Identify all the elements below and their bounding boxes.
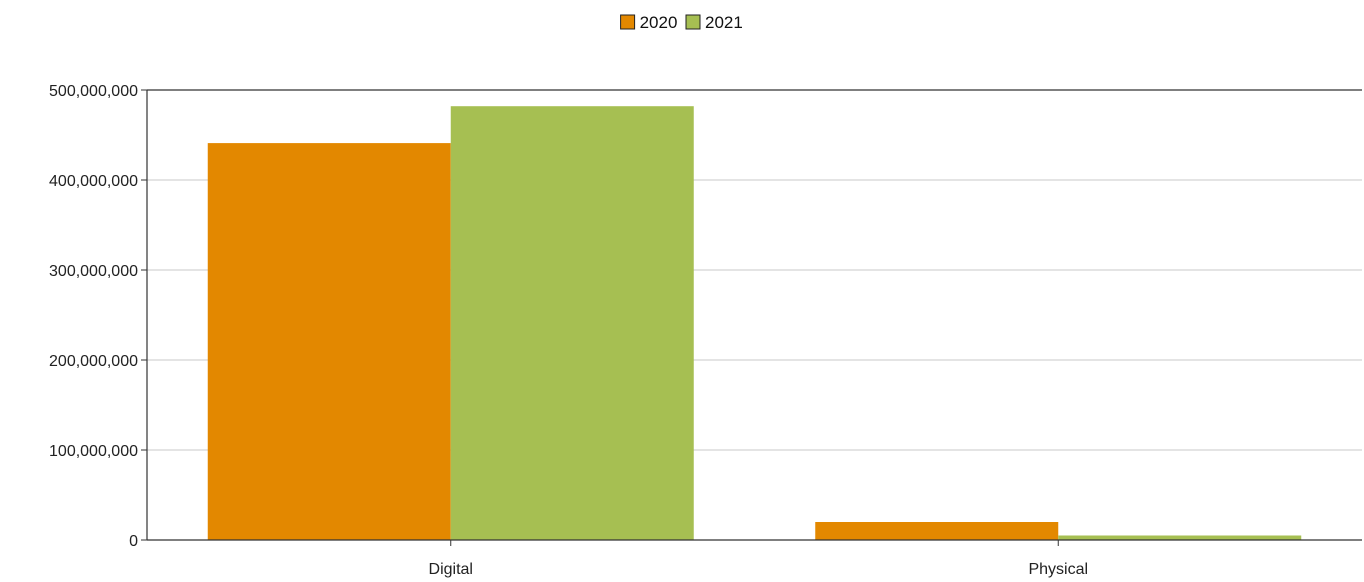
bar-physical-2021 — [1058, 535, 1302, 540]
bars — [207, 106, 1302, 540]
axes — [146, 89, 1362, 541]
legend-label-2020: 2020 — [640, 13, 678, 32]
x-tick-label: Digital — [429, 561, 473, 578]
legend-label-2021: 2021 — [705, 13, 743, 32]
bar-physical-2020 — [815, 522, 1059, 540]
legend-swatch-2021 — [685, 14, 701, 30]
y-tick-label: 300,000,000 — [49, 263, 138, 280]
x-tick-label: Physical — [1028, 561, 1088, 578]
y-tick-label: 0 — [129, 533, 138, 550]
y-tick-label: 100,000,000 — [49, 443, 138, 460]
y-axis-ticks: 0 100,000,000 200,000,000 300,000,000 400,00… — [49, 83, 147, 550]
y-tick-label: 400,000,000 — [49, 173, 138, 190]
legend-swatch-2020 — [620, 14, 636, 30]
y-tick-label: 200,000,000 — [49, 353, 138, 370]
legend: 2020 2021 — [620, 13, 743, 32]
bar-digital-2021 — [450, 106, 694, 540]
y-tick-label: 500,000,000 — [49, 83, 138, 100]
x-axis-ticks: Digital Physical — [429, 540, 1088, 578]
bar-digital-2020 — [207, 143, 451, 540]
